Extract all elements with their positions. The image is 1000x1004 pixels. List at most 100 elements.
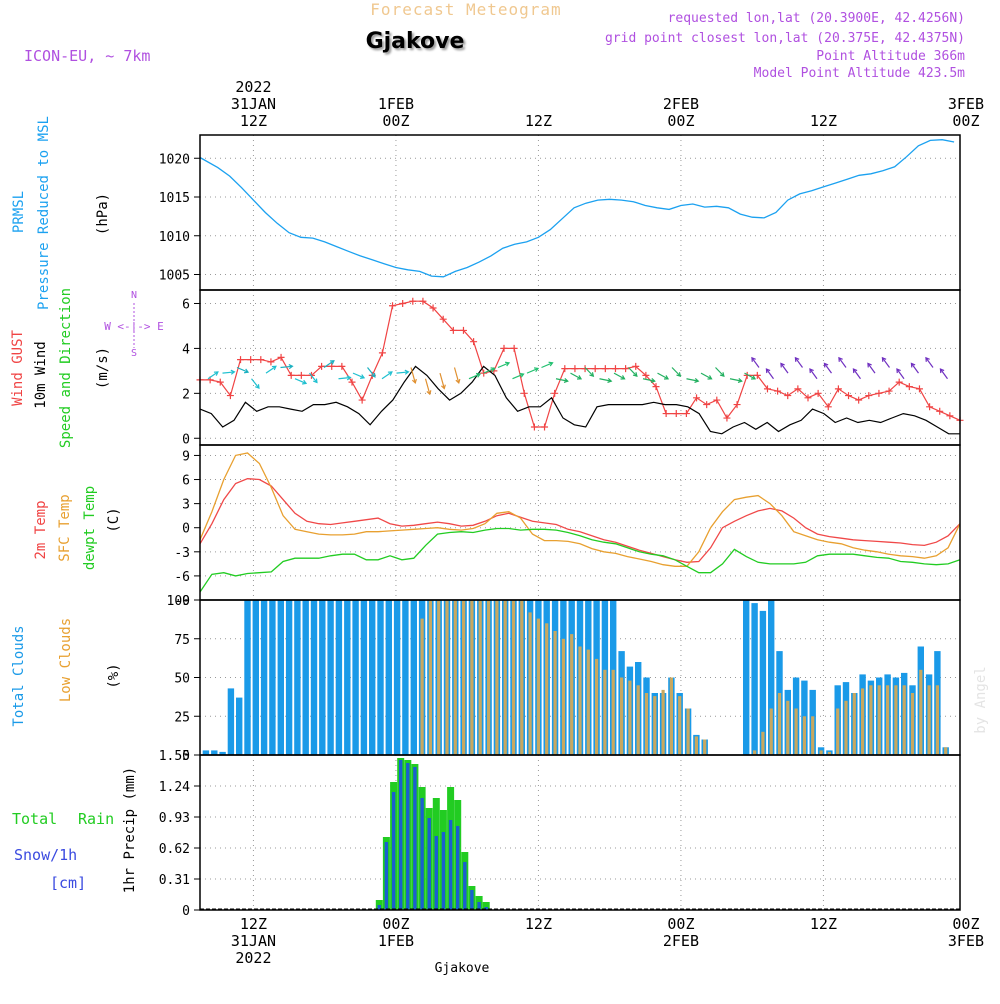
wind-arrow-head — [404, 369, 410, 375]
precip-rain-bar — [477, 902, 481, 910]
wind-arrow-head — [519, 372, 525, 378]
low-cloud-bar — [869, 685, 873, 756]
gust-marker — [946, 412, 954, 420]
wind-arrow — [367, 367, 376, 378]
wind-arrow-head — [490, 367, 496, 373]
precip-snow-unit: [cm] — [50, 874, 86, 892]
wind-arrow-head — [577, 375, 583, 380]
low-clouds-label: Low Clouds — [58, 618, 74, 702]
wind-arrow — [700, 372, 712, 380]
gust-marker — [662, 410, 670, 418]
low-cloud-bar — [520, 600, 524, 755]
low-cloud-bar — [570, 634, 574, 755]
wind-arrow-head — [925, 356, 930, 362]
low-cloud-bar — [487, 600, 491, 755]
wind-arrow-head — [794, 356, 800, 362]
gust-marker — [318, 362, 326, 370]
bottom-time-label: 1FEB — [378, 932, 414, 950]
precip-rain-bar — [384, 842, 389, 910]
low-cloud-bar — [611, 669, 615, 756]
gust-marker — [875, 389, 883, 397]
gust-marker — [226, 392, 234, 400]
y-tick-label: 25 — [174, 710, 190, 725]
wind-arrow-head — [213, 371, 219, 376]
prmsl-unit: (hPa) — [95, 193, 111, 235]
total-clouds-label: Total Clouds — [11, 625, 27, 726]
wind-arrow — [526, 367, 539, 374]
total-cloud-bar — [352, 600, 359, 755]
prmsl-label: PRMSL — [11, 191, 27, 233]
wind-arrow — [236, 366, 249, 373]
faded-title: Forecast Meteogram — [370, 0, 561, 19]
gust-marker — [409, 297, 417, 305]
gust-marker — [419, 297, 427, 305]
total-cloud-bar — [310, 600, 318, 755]
y-tick-label: -9 — [174, 594, 190, 609]
y-tick-label: 100 — [167, 594, 190, 609]
wind10-label: 10m Wind — [33, 341, 49, 408]
wind-arrow-head — [255, 384, 260, 390]
low-cloud-bar — [686, 708, 690, 755]
wind-arrow-head — [719, 372, 725, 377]
low-cloud-bar — [811, 716, 815, 756]
y-tick-label: -3 — [174, 546, 190, 561]
wind-arrow — [744, 372, 756, 380]
total-cloud-bar — [277, 600, 284, 755]
gust-marker — [672, 410, 680, 418]
speed-dir-label: Speed and Direction — [58, 288, 74, 448]
y-tick-label: 0.31 — [159, 873, 190, 888]
wind-arrow — [823, 363, 832, 374]
bottom-time-label: 2FEB — [663, 932, 699, 950]
wind-arrow — [613, 372, 625, 380]
wind-arrow — [410, 367, 416, 384]
total-cloud-bar — [751, 603, 758, 755]
gust-marker — [530, 423, 538, 431]
y-tick-label: 50 — [174, 672, 190, 687]
gust-marker — [774, 387, 782, 395]
wind-arrow — [512, 373, 524, 380]
bottom-time-label: 12Z — [240, 915, 267, 933]
gust-marker — [216, 378, 224, 386]
compass-n: N — [131, 290, 137, 301]
low-cloud-bar — [470, 600, 474, 755]
top-time-label: 00Z — [382, 112, 409, 130]
wind-arrow-head — [426, 390, 432, 396]
wind-arrow — [497, 362, 510, 369]
wind-arrow-head — [751, 356, 756, 362]
wind-arrow-head — [939, 368, 945, 374]
gust-marker — [733, 401, 741, 409]
gust-marker — [287, 371, 295, 379]
total-cloud-bar — [227, 688, 235, 755]
top-time-label: 12Z — [525, 112, 552, 130]
gust-marker — [510, 344, 518, 352]
wind-arrow — [323, 360, 335, 368]
y-tick-label: 0.62 — [159, 842, 190, 857]
dew-label: dewpt Temp — [82, 486, 98, 570]
precip-rain-bar — [448, 820, 453, 910]
low-cloud-bar — [586, 649, 590, 755]
low-cloud-bar — [478, 600, 482, 755]
precip-rain-bar — [484, 907, 488, 910]
wind-arrow — [207, 371, 219, 380]
wind-arrow — [453, 367, 460, 384]
wind-arrow-head — [360, 374, 366, 379]
wind-arrow-head — [707, 375, 713, 380]
wind-arrow-head — [230, 369, 236, 375]
wind-arrow — [338, 376, 351, 380]
wind-arrow-head — [455, 378, 461, 385]
gust-marker — [814, 389, 822, 397]
compass-we: W <-|-> E — [104, 320, 164, 333]
gust-marker — [622, 365, 630, 373]
total-cloud-bar — [335, 600, 343, 755]
wind-unit: (m/s) — [95, 347, 111, 389]
precip-rain-bar — [427, 818, 431, 910]
pressure-panel: 1005 1010 1015 1020 — [159, 135, 960, 290]
wind-arrow — [809, 368, 818, 380]
gust-marker — [713, 396, 721, 404]
gust-marker — [571, 365, 579, 373]
wind-arrow-head — [313, 378, 318, 384]
wind-arrow-head — [780, 362, 785, 368]
total-cloud-bar — [768, 600, 775, 755]
gust-marker — [885, 387, 893, 395]
model-label: ICON-EU, ~ 7km — [24, 47, 150, 65]
